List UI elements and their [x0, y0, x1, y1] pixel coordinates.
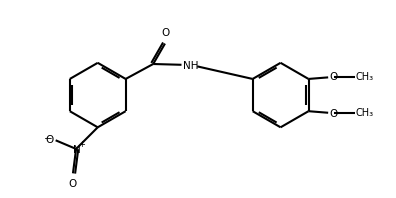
- Text: CH₃: CH₃: [356, 108, 374, 118]
- Text: O: O: [162, 29, 170, 38]
- Text: NH: NH: [183, 61, 198, 71]
- Text: O: O: [329, 72, 338, 82]
- Text: N: N: [72, 145, 80, 155]
- Text: O: O: [329, 109, 338, 119]
- Text: −: −: [44, 134, 53, 144]
- Text: O: O: [69, 179, 77, 189]
- Text: CH₃: CH₃: [356, 72, 374, 82]
- Text: +: +: [78, 140, 85, 149]
- Text: O: O: [46, 134, 54, 145]
